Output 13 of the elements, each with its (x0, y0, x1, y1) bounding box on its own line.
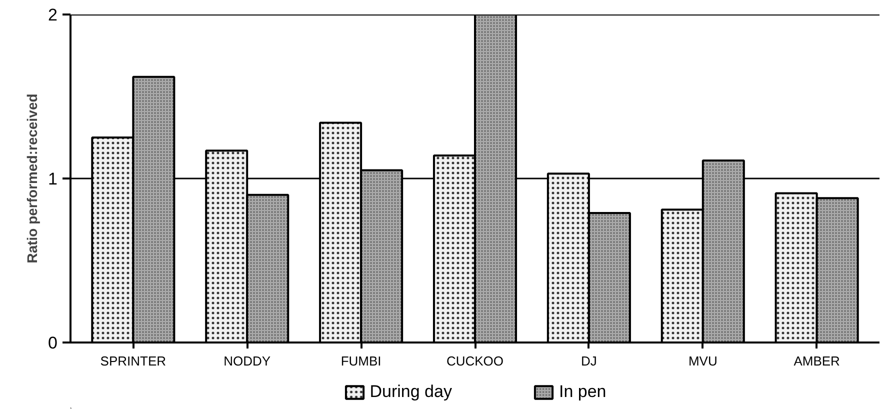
y-axis-title: Ratio performed:received (24, 94, 40, 264)
x-tick-label: SPRINTER (100, 354, 166, 368)
x-tick-label: FUMBI (340, 354, 382, 368)
y-tick-label: 0 (48, 334, 58, 352)
x-tick-label: NODDY (224, 354, 271, 368)
legend-label: In pen (558, 382, 606, 402)
legend-label: During day (370, 382, 452, 402)
y-tick-label: 2 (48, 6, 58, 24)
x-tick-label: DJ (581, 354, 597, 368)
x-tick-label: CUCKOO (446, 354, 504, 368)
x-tick-label: AMBER (794, 354, 840, 368)
x-tick-label: MVU (688, 354, 718, 368)
y-tick-label: 1 (48, 170, 58, 188)
